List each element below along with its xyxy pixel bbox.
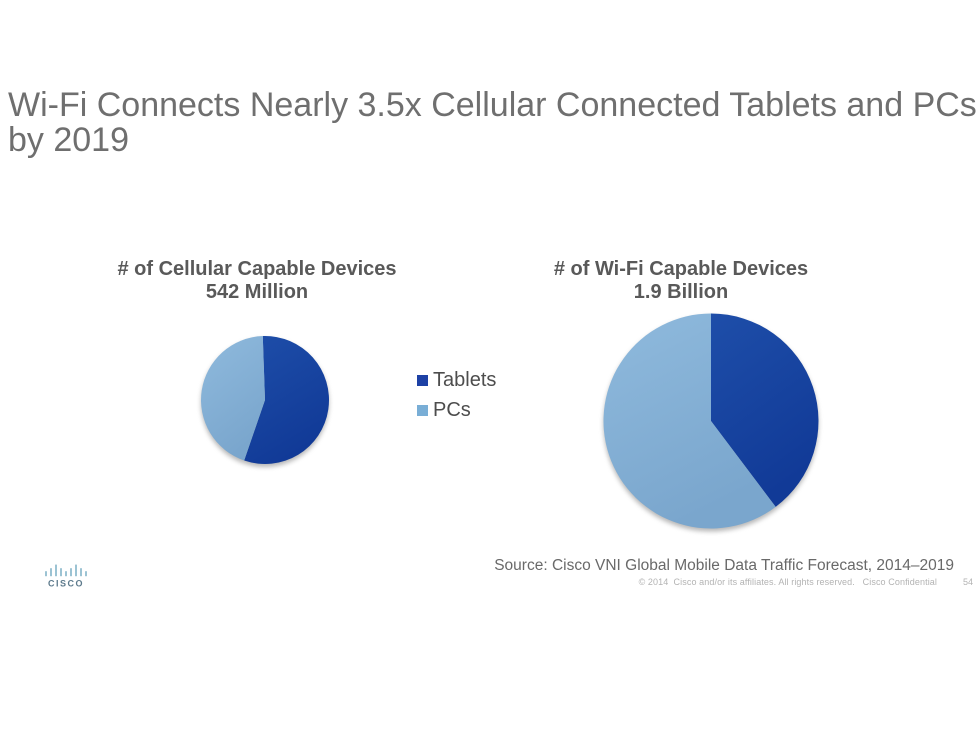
svg-text:CISCO: CISCO — [48, 579, 84, 589]
